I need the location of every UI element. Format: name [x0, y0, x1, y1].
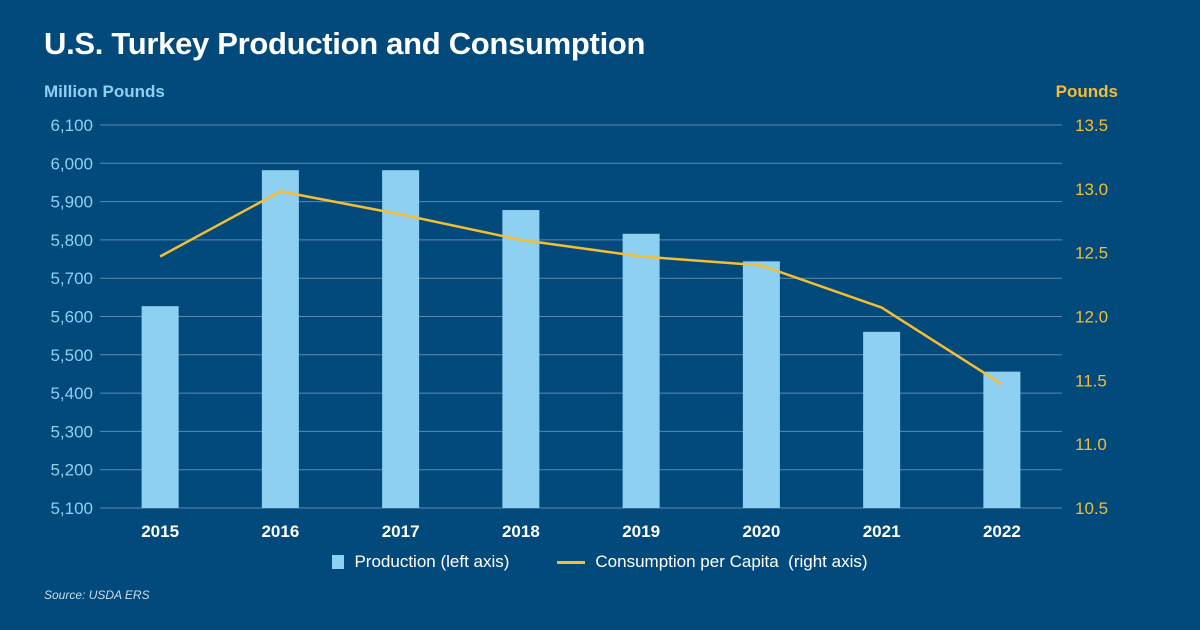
production-bar: [622, 233, 660, 508]
x-axis-tick-label: 2016: [261, 522, 299, 541]
left-axis-tick-label: 5,400: [50, 384, 93, 403]
left-axis-tick-label: 5,600: [50, 308, 93, 327]
chart-title: U.S. Turkey Production and Consumption: [44, 26, 646, 61]
left-axis-tick-label: 5,500: [50, 346, 93, 365]
left-axis-tick-label: 6,000: [50, 154, 93, 173]
x-axis-tick-label: 2018: [502, 522, 540, 541]
right-axis-tick-label: 10.5: [1075, 499, 1108, 518]
left-axis-title: Million Pounds: [44, 82, 165, 101]
legend-swatch-line: [557, 560, 586, 564]
chart-legend: Production (left axis) Consumption per C…: [0, 552, 1200, 572]
source-note: Source: USDA ERS: [44, 588, 150, 602]
right-axis-tick-label: 13.0: [1075, 180, 1108, 199]
production-bar: [261, 170, 299, 508]
left-axis-tick-label: 5,300: [50, 422, 93, 441]
production-bar: [863, 331, 901, 508]
production-bar: [141, 306, 179, 508]
x-axis-tick-label: 2022: [983, 522, 1021, 541]
x-axis-tick-label: 2019: [622, 522, 660, 541]
x-axis-tick-label: 2015: [141, 522, 179, 541]
production-bar: [742, 261, 780, 508]
legend-label-consumption: Consumption per Capita (right axis): [595, 552, 868, 571]
right-axis-tick-label: 12.0: [1075, 308, 1108, 327]
left-axis-tick-label: 5,200: [50, 461, 93, 480]
legend-label-production: Production (left axis): [354, 552, 510, 571]
left-axis-tick-label: 5,100: [50, 499, 93, 518]
legend-item-production: Production (left axis): [332, 552, 509, 572]
production-bar: [502, 210, 540, 508]
right-axis-tick-label: 13.5: [1075, 116, 1108, 135]
legend-item-consumption: Consumption per Capita (right axis): [557, 552, 868, 572]
x-axis-tick-label: 2020: [742, 522, 780, 541]
production-bar: [382, 170, 420, 508]
right-axis-title: Pounds: [1055, 82, 1118, 101]
x-axis-tick-label: 2021: [863, 522, 901, 541]
left-axis-tick-label: 6,100: [50, 116, 93, 135]
production-bar: [983, 371, 1021, 508]
left-axis-tick-label: 5,900: [50, 193, 93, 212]
consumption-line: [159, 190, 1003, 386]
left-axis-tick-label: 5,700: [50, 269, 93, 288]
right-axis-tick-label: 11.5: [1075, 371, 1107, 390]
left-axis-tick-label: 5,800: [50, 231, 93, 250]
right-axis-tick-label: 12.5: [1075, 244, 1108, 263]
right-axis-tick-label: 11.0: [1075, 435, 1107, 454]
x-axis-tick-label: 2017: [382, 522, 420, 541]
legend-swatch-bar: [332, 555, 345, 569]
